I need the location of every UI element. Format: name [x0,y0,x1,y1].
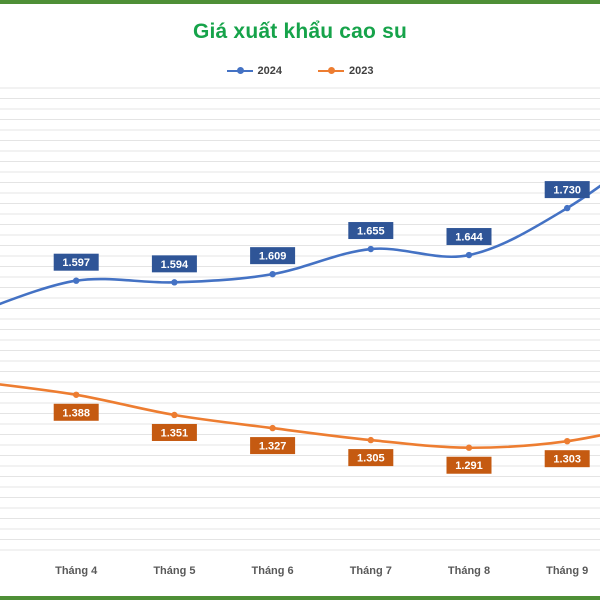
data-point-2024 [269,270,276,278]
data-point-2024 [564,204,571,212]
data-label-box [250,437,296,455]
data-label-box [151,423,197,441]
legend-swatch-2023 [318,67,344,74]
data-label-text: 1.388 [62,407,90,419]
data-label-box [446,456,492,474]
x-tick-label: Tháng 5 [153,565,195,577]
data-label-text: 1.655 [357,226,385,238]
gridlines [0,87,600,551]
data-label-text: 1.609 [259,251,287,263]
x-axis-ticks: Tháng 4 Tháng 5 Tháng 6 Tháng 7 Tháng 8 Tháng… [55,565,588,577]
data-point-2023 [564,437,571,445]
data-label-text: 1.327 [259,441,287,453]
legend-label-2023: 2023 [349,65,374,77]
x-tick-label: Tháng 8 [448,565,490,577]
x-tick-label: Tháng 6 [252,565,294,577]
data-label-text: 1.730 [553,185,581,197]
legend: 2024 2023 [0,63,600,79]
x-tick-label: Tháng 9 [546,565,588,577]
legend-swatch-2024 [226,67,253,74]
data-label-text: 1.597 [62,257,90,269]
data-label-2024: 1.655 [348,222,394,240]
data-label-2023: 1.327 [250,437,296,455]
legend-label-2024: 2024 [257,65,282,77]
data-label-2023: 1.291 [446,456,492,474]
data-label-2024: 1.594 [151,255,197,273]
data-label-box [544,181,590,199]
data-label-text: 1.303 [553,454,581,466]
data-point-2024 [465,251,473,259]
data-point-2023 [171,411,178,419]
data-point-2023 [367,436,374,444]
series-line-2023 [0,383,600,450]
data-label-box [544,450,590,468]
data-point-2023 [269,424,276,432]
series-2024: 1.597 1.594 1.609 1.655 1.644 1.730 [0,181,600,306]
data-label-box [250,247,296,265]
data-label-text: 1.351 [161,427,189,439]
data-label-text: 1.291 [455,460,483,472]
data-point-2024 [171,279,178,286]
series-2023: 1.388 1.351 1.327 1.305 1.291 1.303 [0,383,600,474]
data-label-2023: 1.305 [348,449,394,467]
plot-area: 1.597 1.594 1.609 1.655 1.644 1.730 1.388 1.351… [0,87,600,577]
data-label-box [53,403,99,421]
data-label-2023: 1.388 [53,403,99,421]
data-label-2023: 1.351 [151,423,197,441]
data-label-2024: 1.644 [446,228,492,246]
x-tick-label: Tháng 7 [350,565,392,577]
data-label-2023: 1.303 [544,450,590,468]
data-label-box [446,228,492,246]
data-point-2023 [73,391,80,398]
data-label-box [151,255,197,273]
data-point-2024 [73,277,80,284]
data-label-box [348,222,394,240]
data-point-2024 [367,245,374,253]
x-tick-label: Tháng 4 [55,565,98,577]
data-label-text: 1.644 [455,232,483,244]
data-label-2024: 1.730 [544,181,590,199]
data-label-text: 1.594 [161,259,189,271]
data-label-text: 1.305 [357,453,385,465]
data-point-2023 [465,444,473,451]
data-label-box [53,253,99,271]
chart-title: Giá xuất khẩu cao su [192,20,408,43]
data-label-2024: 1.609 [250,247,296,265]
legend-item-2024: 2024 [226,65,282,77]
data-label-box [348,449,394,467]
data-label-2024: 1.597 [53,253,99,271]
legend-item-2023: 2023 [318,65,373,77]
